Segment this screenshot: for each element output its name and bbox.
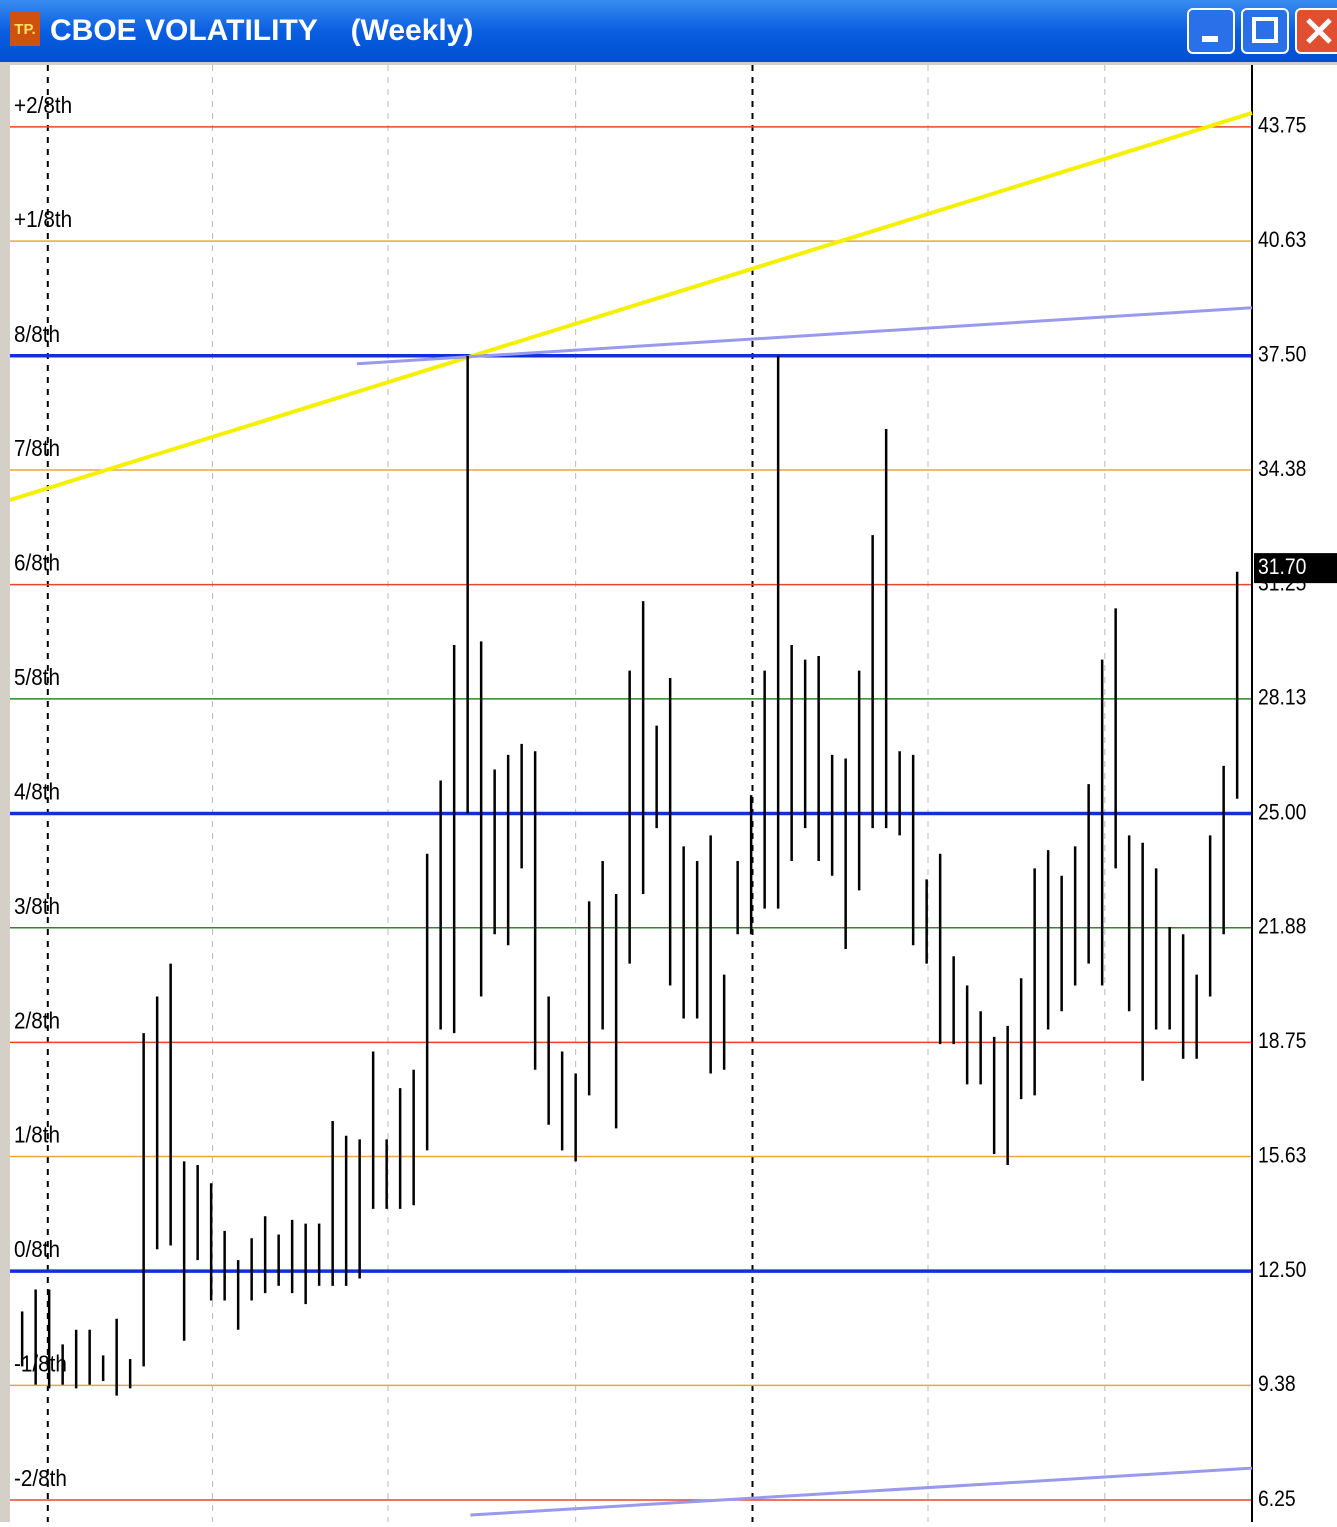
trend-line: [470, 1466, 1253, 1517]
level-label: -2/8th: [14, 1465, 67, 1491]
level-label: +2/8th: [14, 92, 72, 118]
maximize-button[interactable]: [1241, 8, 1289, 54]
level-label: 3/8th: [14, 893, 60, 919]
level-label: +1/8th: [14, 206, 72, 232]
window-title: CBOE VOLATILITY (Weekly): [50, 14, 473, 47]
y-tick-label: 12.50: [1258, 1258, 1306, 1282]
last-price-label: 31.70: [1258, 555, 1306, 579]
level-label: 8/8th: [14, 321, 60, 347]
app-icon-text: TP.: [14, 21, 35, 38]
y-tick-label: 34.38: [1258, 457, 1306, 481]
last-price-box: [1254, 553, 1337, 584]
level-label: 4/8th: [14, 779, 60, 805]
plot-area: [10, 65, 1337, 1522]
y-tick-label: 6.25: [1258, 1487, 1296, 1511]
y-tick-label: 18.75: [1258, 1029, 1306, 1053]
y-tick-label: 40.63: [1258, 228, 1306, 252]
level-label: 7/8th: [14, 435, 60, 461]
maximize-icon: [1252, 17, 1278, 43]
y-tick-label: 15.63: [1258, 1143, 1306, 1167]
trend-line: [356, 306, 1253, 366]
level-label: 5/8th: [14, 664, 60, 690]
level-label: 1/8th: [14, 1122, 60, 1148]
y-tick-label: 9.38: [1258, 1372, 1296, 1396]
app-icon: [10, 12, 40, 46]
y-tick-label: 37.50: [1258, 342, 1306, 366]
trend-line: [9, 111, 1253, 502]
level-label: 6/8th: [14, 550, 60, 576]
close-icon: [1306, 18, 1332, 44]
minimize-icon: [1202, 36, 1218, 42]
level-label: 2/8th: [14, 1007, 60, 1033]
y-tick-label: 21.88: [1258, 914, 1306, 938]
y-tick-label: 43.75: [1258, 114, 1306, 138]
y-tick-label: 25.00: [1258, 800, 1306, 824]
y-tick-label: 28.13: [1258, 686, 1306, 710]
minimize-button[interactable]: [1187, 8, 1235, 54]
title-bar: [0, 0, 1337, 62]
level-label: 0/8th: [14, 1236, 60, 1262]
